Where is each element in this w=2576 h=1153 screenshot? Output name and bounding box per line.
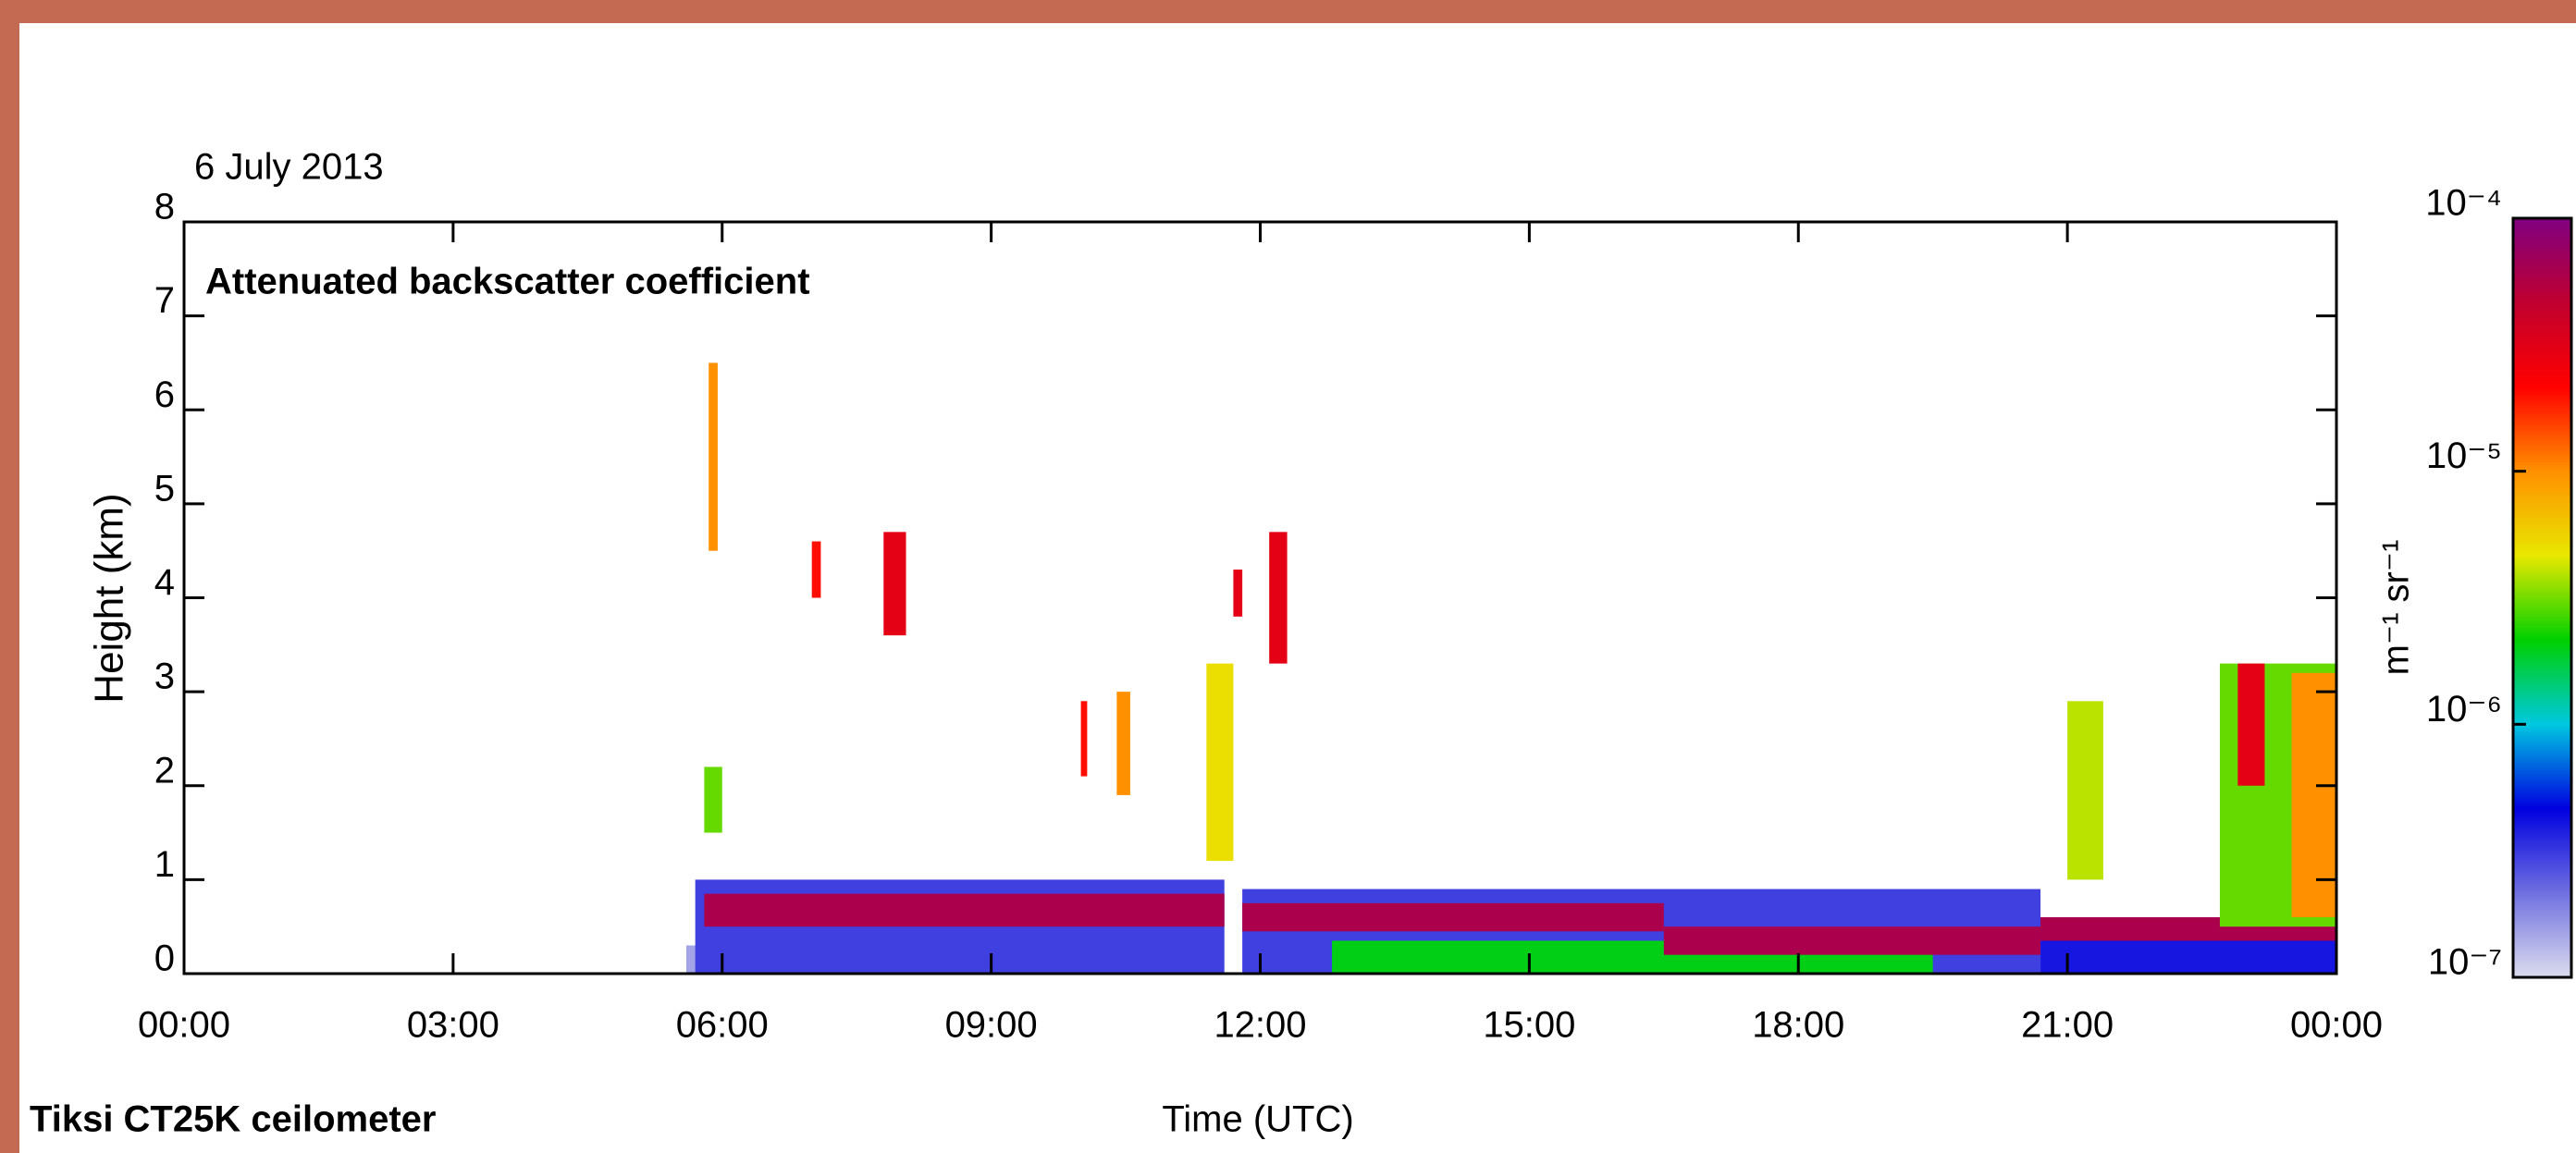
x-tick-label: 06:00 [676,1005,769,1046]
y-tick-label: 0 [154,938,175,979]
colorbar [2511,216,2573,979]
panel [19,23,2576,1153]
chart-title: Attenuated backscatter coefficient [205,262,810,302]
x-tick-label: 00:00 [138,1005,230,1046]
y-tick-label: 4 [154,562,175,603]
colorbar-tick-label: 10⁻⁷ [2428,942,2502,983]
backscatter-cell [1663,926,2041,955]
backscatter-cell [883,532,906,636]
date: 6 July 2013 [194,147,384,188]
y-tick-label: 7 [154,280,175,321]
x-tick-label: 09:00 [945,1005,1038,1046]
backscatter-cell [1269,532,1288,664]
instrument: Tiksi CT25K ceilometer [30,1099,436,1140]
backscatter-cell [1080,701,1088,777]
x-tick-label: 03:00 [407,1005,499,1046]
y-tick-label: 1 [154,844,175,885]
colorbar-tick-label: 10⁻⁵ [2426,435,2502,476]
x-tick-label: 15:00 [1483,1005,1575,1046]
y-tick-label: 3 [154,656,175,697]
backscatter-cell [811,541,821,598]
backscatter-cell [2067,701,2103,880]
colorbar-label: m⁻¹ sr⁻¹ [2376,540,2417,676]
colorbar-tick-label: 10⁻⁶ [2426,689,2502,730]
x-tick-label: 00:00 [2290,1005,2383,1046]
colorbar-tick-label: 10⁻⁴ [2425,183,2502,224]
backscatter-cell [1116,692,1130,795]
backscatter-cell [2237,663,2265,786]
y-tick-label: 6 [154,374,175,415]
y-tick-label: 2 [154,750,175,791]
backscatter-cell [1206,663,1234,862]
x-axis-label: Time (UTC) [1162,1099,1353,1140]
backscatter-cell [2291,672,2336,918]
y-tick-label: 5 [154,468,175,509]
x-tick-label: 18:00 [1752,1005,1844,1046]
y-tick-label: 8 [154,187,175,227]
backscatter-cell [709,362,718,551]
backscatter-cell [704,767,722,833]
backscatter-cell [704,893,1225,927]
backscatter-cell [1242,902,1664,932]
backscatter-cell [1233,570,1243,617]
y-axis-label: Height (km) [87,493,132,703]
x-tick-label: 21:00 [2021,1005,2114,1046]
x-tick-label: 12:00 [1214,1005,1306,1046]
